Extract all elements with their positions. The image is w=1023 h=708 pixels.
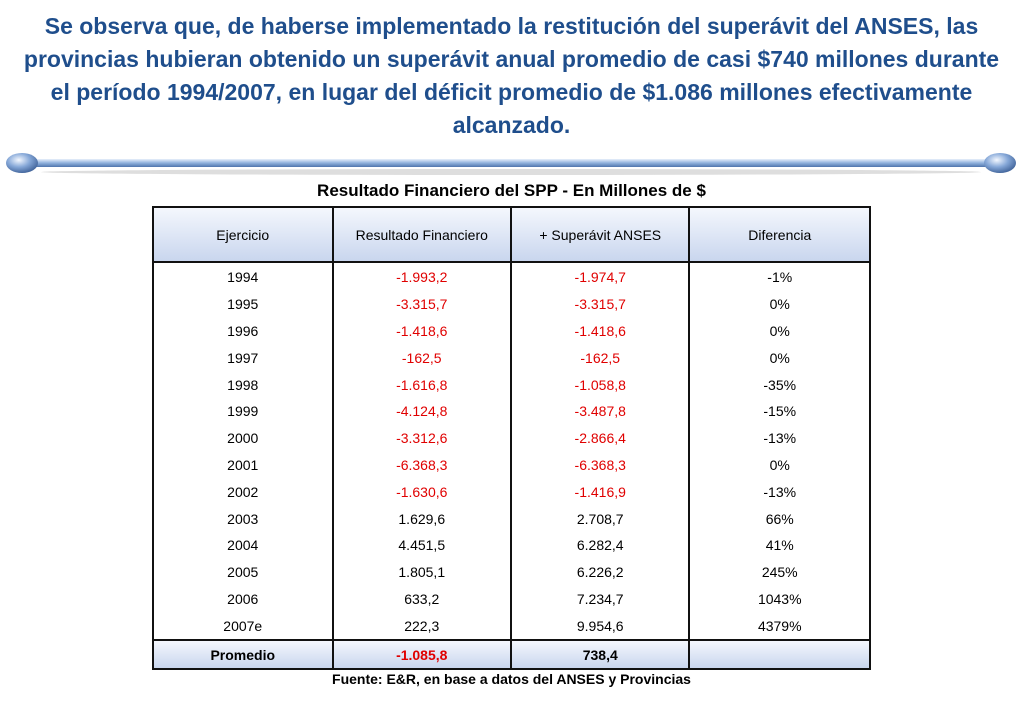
- cell-diferencia: -15%: [688, 397, 871, 425]
- cell-diferencia: 41%: [688, 531, 871, 559]
- cell-ejercicio: 1995: [152, 290, 334, 318]
- column-header-diferencia: Diferencia: [688, 206, 871, 263]
- cell-superavit-anses: 9.954,6: [509, 612, 691, 641]
- table-row: 2006 633,2 7.234,7 1043%: [152, 585, 871, 613]
- cell-superavit-anses: -162,5: [509, 344, 691, 372]
- cell-ejercicio: 2007e: [152, 612, 334, 641]
- cell-resultado-financiero: -1.993,2: [331, 262, 512, 291]
- cell-resultado-financiero: 222,3: [331, 612, 512, 641]
- column-header-superavit-anses: + Superávit ANSES: [509, 206, 691, 263]
- cell-ejercicio: 1999: [152, 397, 334, 425]
- cell-superavit-anses: 2.708,7: [509, 505, 691, 532]
- table-row: 1997 -162,5 -162,5 0%: [152, 344, 871, 372]
- average-label: Promedio: [152, 639, 334, 671]
- cell-diferencia: -35%: [688, 371, 871, 398]
- cell-resultado-financiero: -1.418,6: [331, 317, 512, 345]
- table-title: Resultado Financiero del SPP - En Millon…: [317, 181, 706, 200]
- cell-superavit-anses: -1.974,7: [509, 262, 691, 291]
- cell-resultado-financiero: 633,2: [331, 585, 512, 613]
- cell-diferencia: -13%: [688, 478, 871, 506]
- decorative-divider: [6, 153, 1016, 175]
- cell-resultado-financiero: 1.805,1: [331, 558, 512, 586]
- headline: Se observa que, de haberse implementado …: [23, 13, 1000, 138]
- table-row: 2000 -3.312,6 -2.866,4 -13%: [152, 424, 871, 452]
- cell-superavit-anses: 7.234,7: [509, 585, 691, 613]
- cell-diferencia: 1043%: [688, 585, 871, 613]
- table-row: 2004 4.451,5 6.282,4 41%: [152, 531, 871, 559]
- source-note: Fuente: E&R, en base a datos del ANSES y…: [332, 671, 691, 687]
- cell-superavit-anses: -3.315,7: [509, 290, 691, 318]
- table-row: 1999 -4.124,8 -3.487,8 -15%: [152, 397, 871, 425]
- cell-ejercicio: 2002: [152, 478, 334, 506]
- cell-diferencia: 0%: [688, 451, 871, 479]
- cell-superavit-anses: 6.226,2: [509, 558, 691, 586]
- cell-superavit-anses: -1.058,8: [509, 371, 691, 398]
- cell-diferencia: 0%: [688, 317, 871, 345]
- cell-superavit-anses: -3.487,8: [509, 397, 691, 425]
- cell-ejercicio: 2001: [152, 451, 334, 479]
- cell-superavit-anses: -6.368,3: [509, 451, 691, 479]
- average-diferencia: [688, 639, 871, 671]
- table-row: 1995 -3.315,7 -3.315,7 0%: [152, 290, 871, 318]
- cell-resultado-financiero: 4.451,5: [331, 531, 512, 559]
- cell-diferencia: 0%: [688, 290, 871, 318]
- cell-diferencia: 0%: [688, 344, 871, 372]
- cell-superavit-anses: -1.418,6: [509, 317, 691, 345]
- cell-superavit-anses: -1.416,9: [509, 478, 691, 506]
- average-resultado: -1.085,8: [331, 639, 512, 671]
- column-header-resultado-financiero: Resultado Financiero: [331, 206, 512, 263]
- cell-diferencia: -13%: [688, 424, 871, 452]
- average-superavit: 738,4: [509, 639, 691, 671]
- cell-resultado-financiero: -4.124,8: [331, 397, 512, 425]
- table-row: 2001 -6.368,3 -6.368,3 0%: [152, 451, 871, 479]
- cell-diferencia: 245%: [688, 558, 871, 586]
- cell-ejercicio: 1997: [152, 344, 334, 372]
- table-row: 1996 -1.418,6 -1.418,6 0%: [152, 317, 871, 345]
- cell-resultado-financiero: -162,5: [331, 344, 512, 372]
- table-row: 1998 -1.616,8 -1.058,8 -35%: [152, 371, 871, 398]
- cell-resultado-financiero: -3.315,7: [331, 290, 512, 318]
- cell-resultado-financiero: -1.630,6: [331, 478, 512, 506]
- cell-diferencia: 66%: [688, 505, 871, 532]
- cell-diferencia: 4379%: [688, 612, 871, 641]
- cell-resultado-financiero: -6.368,3: [331, 451, 512, 479]
- cell-ejercicio: 2006: [152, 585, 334, 613]
- cell-superavit-anses: -2.866,4: [509, 424, 691, 452]
- table-row: 2003 1.629,6 2.708,7 66%: [152, 505, 871, 532]
- column-header-ejercicio: Ejercicio: [152, 206, 334, 263]
- table-row: 1994 -1.993,2 -1.974,7 -1%: [152, 262, 871, 291]
- cell-resultado-financiero: 1.629,6: [331, 505, 512, 532]
- cell-resultado-financiero: -3.312,6: [331, 424, 512, 452]
- cell-superavit-anses: 6.282,4: [509, 531, 691, 559]
- cell-ejercicio: 2003: [152, 505, 334, 532]
- cell-ejercicio: 2004: [152, 531, 334, 559]
- cell-ejercicio: 2000: [152, 424, 334, 452]
- cell-ejercicio: 1996: [152, 317, 334, 345]
- table-row: 2007e 222,3 9.954,6 4379%: [152, 612, 871, 641]
- cell-resultado-financiero: -1.616,8: [331, 371, 512, 398]
- cell-diferencia: -1%: [688, 262, 871, 291]
- table-header-row: Ejercicio Resultado Financiero + Superáv…: [152, 206, 871, 263]
- cell-ejercicio: 1994: [152, 262, 334, 291]
- table-row: 2005 1.805,1 6.226,2 245%: [152, 558, 871, 586]
- average-row: Promedio -1.085,8 738,4: [152, 639, 871, 671]
- cell-ejercicio: 2005: [152, 558, 334, 586]
- financial-results-table: Ejercicio Resultado Financiero + Superáv…: [152, 206, 871, 671]
- cell-ejercicio: 1998: [152, 371, 334, 398]
- table-row: 2002 -1.630,6 -1.416,9 -13%: [152, 478, 871, 506]
